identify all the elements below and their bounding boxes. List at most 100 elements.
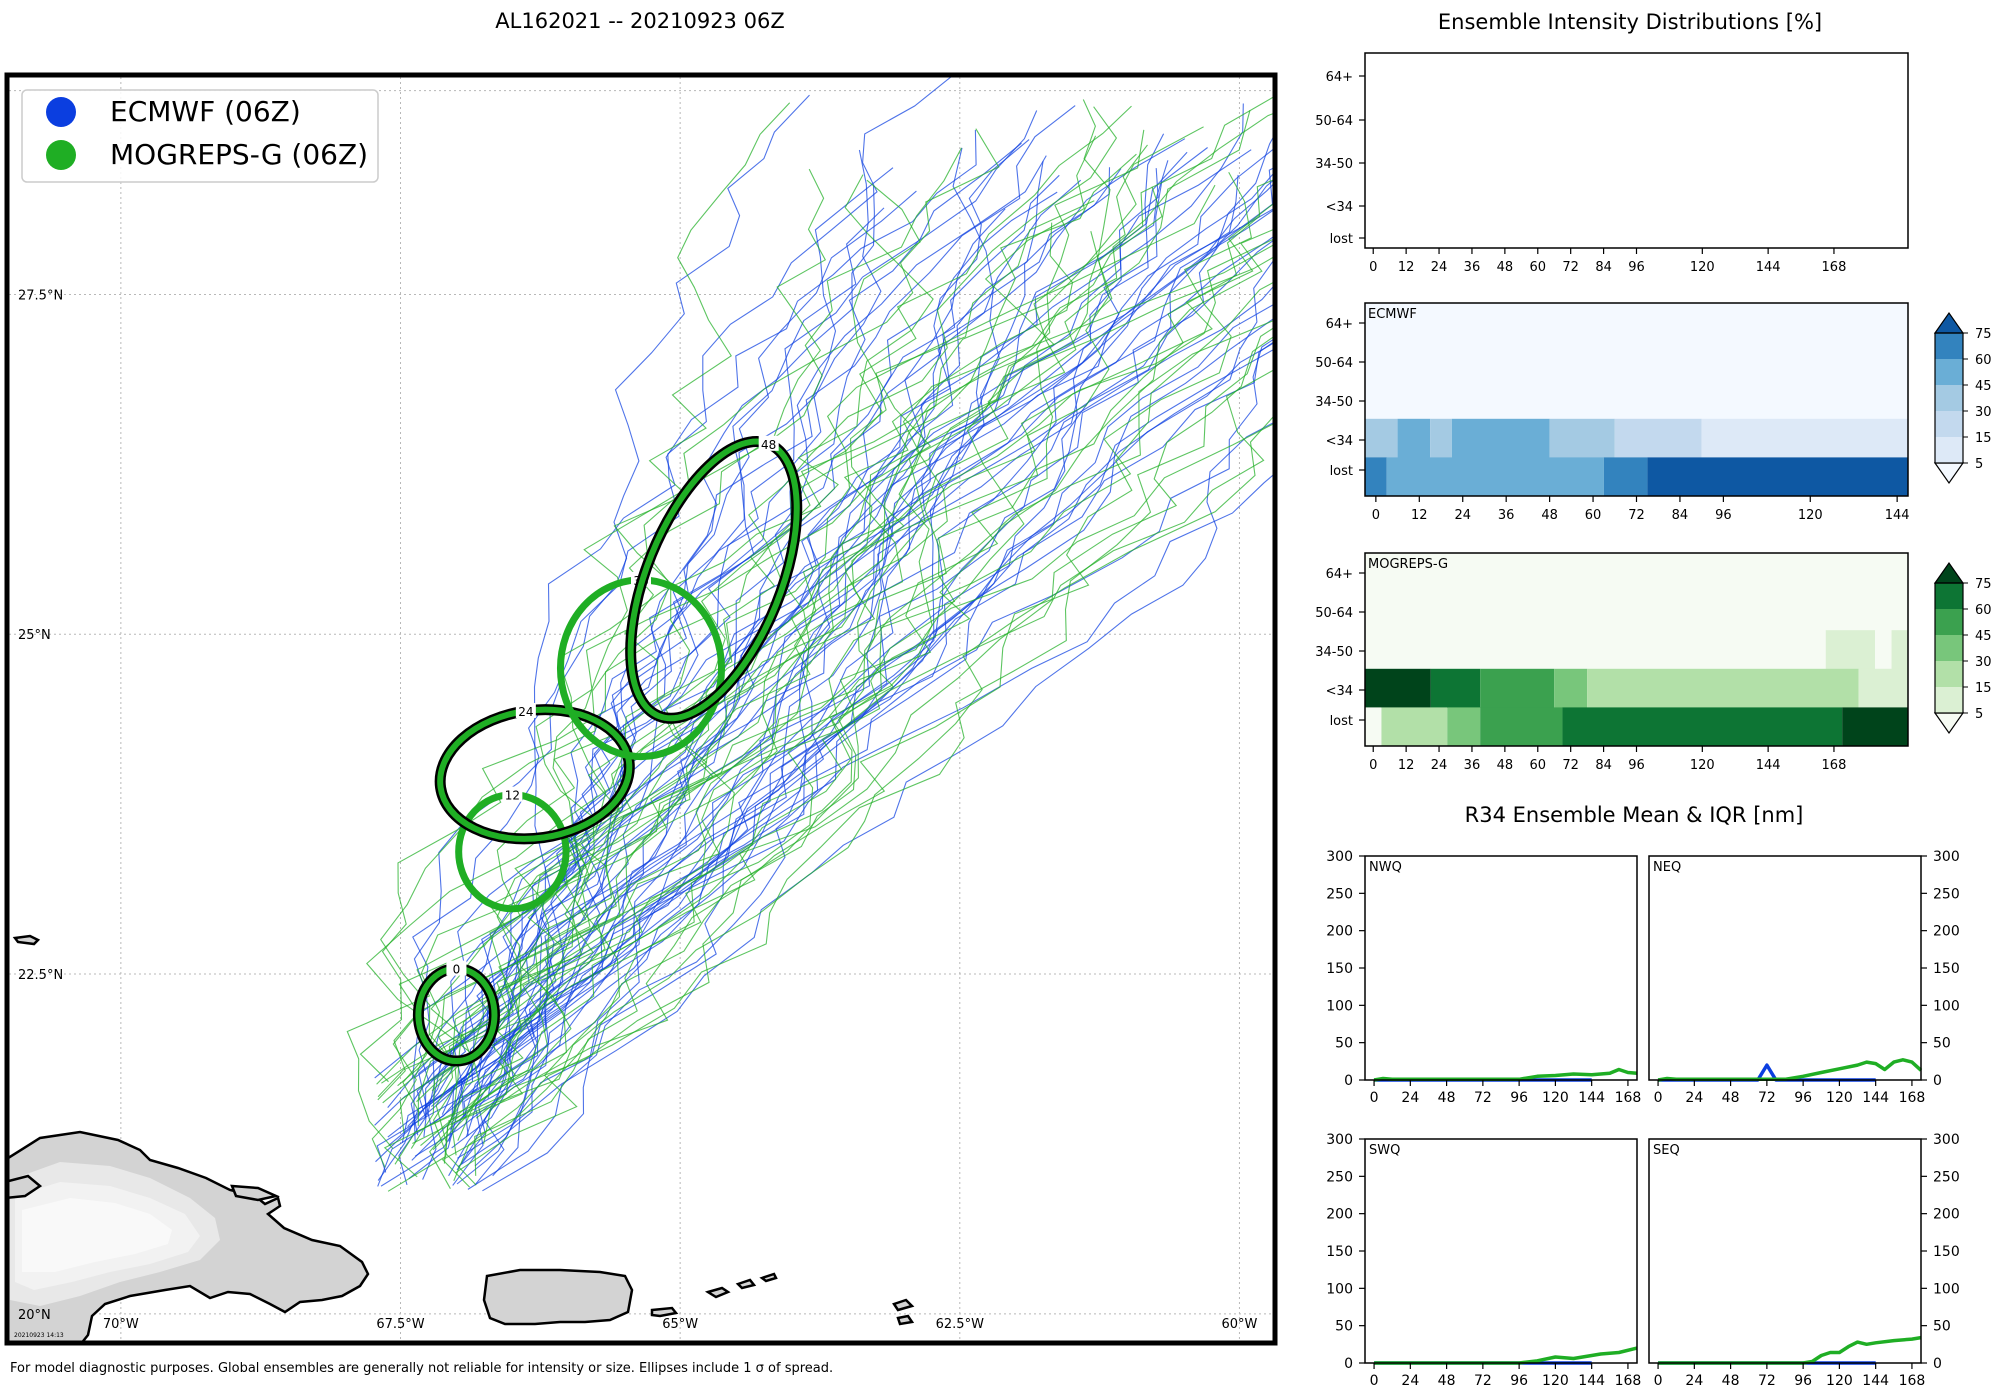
r34-background (1365, 1139, 1637, 1363)
legend-box (21, 89, 379, 183)
x-tick-label: 48 (1438, 1373, 1456, 1389)
hispaniola-west-cape (9, 1174, 43, 1199)
x-tick-label: 120 (1826, 1090, 1853, 1106)
ensemble-track (460, 179, 1273, 1165)
colorbar-tick-label: 75 (1975, 577, 1992, 592)
colorbar-segment (1935, 411, 1963, 437)
r34-background (1649, 856, 1921, 1080)
heat-cell (1365, 630, 1826, 670)
x-tick-label: 48 (1438, 1090, 1456, 1106)
x-tick-label: 48 (1541, 508, 1558, 523)
colorbar-tick-label: 60 (1975, 603, 1992, 618)
heat-cell (1701, 418, 1908, 458)
colorbar-segment (1935, 359, 1963, 385)
intensity-title: Ensemble Intensity Distributions [%] (1438, 10, 1822, 34)
ensemble-track (453, 327, 1273, 1182)
colorbar-tick-label: 75 (1975, 327, 1992, 342)
virgin-islands-1 (704, 1286, 731, 1299)
y-tick-label: 250 (1933, 886, 1960, 902)
intensity-mogreps-panel: 64+ 50-64 34-50 <34 lost 0 12 24 36 48 60 72 84 96 120… (1315, 552, 1909, 773)
x-tick-label: 120 (1542, 1090, 1569, 1106)
x-tick-label: 144 (1578, 1090, 1605, 1106)
r34-quadrant-label: SWQ (1369, 1143, 1400, 1158)
y-tick-label: 64+ (1326, 70, 1353, 85)
y-tick-label: 200 (1933, 1207, 1960, 1223)
ensemble-track (401, 304, 1273, 1143)
ellipse-label: 0 (453, 963, 461, 977)
heat-cell (1875, 630, 1892, 670)
ellipse-0h: 0 (412, 960, 500, 1067)
ensemble-track (377, 229, 1273, 1098)
y-tick-label: lost (1330, 464, 1353, 479)
ensemble-track (397, 336, 1273, 1087)
ensemble-track (381, 179, 1273, 1084)
y-tick-label: 100 (1326, 998, 1353, 1014)
x-tick-label: 84 (1672, 508, 1689, 523)
ensemble-track (387, 167, 1273, 1108)
ensemble-track (465, 139, 1030, 1138)
colorbar-segment (1935, 583, 1963, 609)
y-tick-label: 150 (1933, 1244, 1960, 1260)
x-tick-label: 96 (1628, 260, 1645, 275)
ensemble-track (432, 153, 1137, 1151)
legend-marker-ecmwf (46, 97, 76, 127)
x-tick-label: 120 (1690, 758, 1715, 773)
colorbar-extend-high (1933, 561, 1965, 584)
ensemble-track (375, 151, 1188, 1163)
heat-cell (1365, 668, 1431, 708)
heat-cell (1381, 707, 1448, 747)
ellipse-label-bg (758, 435, 779, 451)
x-tick-label: 72 (1562, 260, 1579, 275)
x-tick-label: 36 (1498, 508, 1515, 523)
ensemble-track (454, 171, 1253, 1174)
y-tick-label: 250 (1933, 1169, 1960, 1185)
hispaniola (9, 1130, 370, 1341)
x-tick-label: 24 (1431, 758, 1448, 773)
ensemble-track (487, 260, 1273, 1099)
heat-cell (1386, 457, 1604, 497)
x-tick-label: 36 (1464, 260, 1481, 275)
heat-cell (1587, 668, 1859, 708)
ensemble-track (418, 185, 875, 1180)
ellipse-48h: 48 (625, 435, 803, 724)
ensemble-track (435, 135, 1097, 1142)
x-tick-label: 120 (1798, 508, 1823, 523)
r34-swq-panel: SWQ 0 50 100 150 200 250 300 0 24 48 72 96 120 144 168 (1326, 1132, 1641, 1389)
heat-cell (1603, 457, 1648, 497)
x-tick-label: 0 (1654, 1090, 1663, 1106)
x-tick-label: 120 (1542, 1373, 1569, 1389)
ensemble-track (376, 99, 1111, 1085)
r34-neq-panel: NEQ 0 50 100 150 200 250 300 0 24 48 72 96 120 144 168 (1648, 849, 1960, 1106)
x-tick-label: 24 (1454, 508, 1471, 523)
y-tick-label: lost (1330, 232, 1353, 247)
legend-label-mogreps: MOGREPS-G (06Z) (110, 138, 368, 171)
ensemble-track (388, 173, 1273, 1146)
x-tick-label: 12 (1398, 758, 1415, 773)
ecmwf-tracks (374, 77, 1273, 1192)
x-tick-label: 0 (1654, 1373, 1663, 1389)
x-tick-label: 144 (1862, 1090, 1889, 1106)
hispaniola-northeast-cape (230, 1184, 280, 1202)
colorbar-segment (1935, 437, 1963, 463)
x-tick-label: 36 (1464, 758, 1481, 773)
x-tick-label: 96 (1715, 508, 1732, 523)
x-tick-label: 168 (1899, 1373, 1926, 1389)
lon-label: 70°W (103, 1317, 139, 1332)
r34-quadrant-label: NEQ (1653, 860, 1681, 875)
y-tick-label: 0 (1344, 1356, 1353, 1372)
legend-marker-mogreps (46, 140, 76, 170)
ensemble-track (432, 149, 1252, 1124)
colorbar-tick-label: 30 (1975, 655, 1992, 670)
x-tick-label: 96 (1510, 1090, 1528, 1106)
antigua (896, 1314, 915, 1326)
heat-cell (1554, 668, 1588, 708)
map-frame (4, 72, 1278, 1346)
x-tick-label: 96 (1794, 1090, 1812, 1106)
ellipse-12h: 12 (455, 786, 570, 913)
footnote: For model diagnostic purposes. Global en… (10, 1361, 833, 1376)
colorbar-mogreps: 5 15 30 45 60 75 (1933, 561, 1992, 735)
lat-label: 27.5°N (18, 288, 63, 303)
